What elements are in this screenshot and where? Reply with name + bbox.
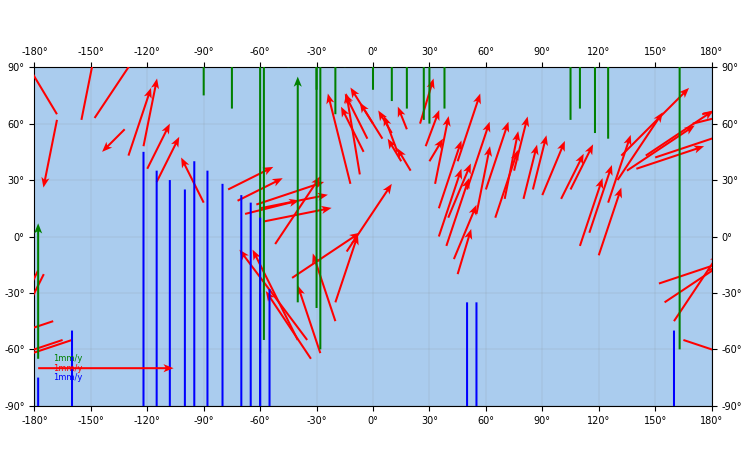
- Text: 1mm/y: 1mm/y: [53, 373, 83, 382]
- Text: 1mm/y: 1mm/y: [53, 354, 83, 363]
- Text: 1mm/y: 1mm/y: [53, 364, 83, 373]
